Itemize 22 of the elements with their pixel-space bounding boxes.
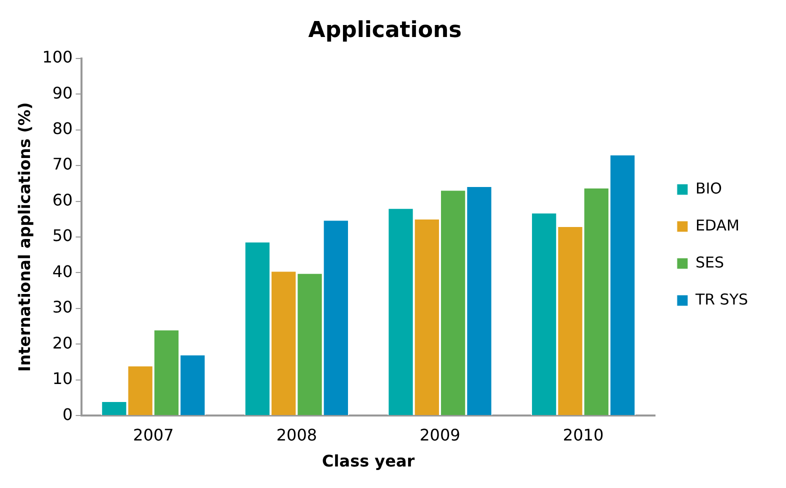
x-axis-title: Class year (322, 452, 415, 471)
y-tick-label: 30 (52, 298, 73, 317)
x-tick-label: 2010 (562, 425, 604, 444)
x-tick-label: 2007 (133, 425, 174, 444)
y-tick-label: 100 (42, 48, 73, 67)
y-tick-label: 0 (62, 404, 73, 424)
y-tick-label: 50 (52, 226, 73, 246)
legend-label: EDAM (695, 216, 740, 234)
chart-title: Applications (308, 18, 462, 43)
y-tick-label: 80 (52, 118, 73, 138)
x-tick-label: 2008 (276, 425, 318, 444)
y-tick-label: 20 (52, 333, 73, 352)
legend-label: TR SYS (694, 290, 748, 308)
y-tick-label: 40 (52, 262, 73, 281)
y-tick-label: 60 (52, 190, 73, 210)
y-axis-title: International applications (%) (14, 102, 34, 372)
y-tick-label: 10 (52, 369, 73, 388)
x-tick-label: 2009 (420, 425, 460, 444)
y-tick-label: 70 (52, 154, 73, 174)
legend-label: BIO (695, 179, 722, 198)
legend-label: SES (695, 253, 724, 272)
y-tick-label: 90 (52, 83, 73, 102)
